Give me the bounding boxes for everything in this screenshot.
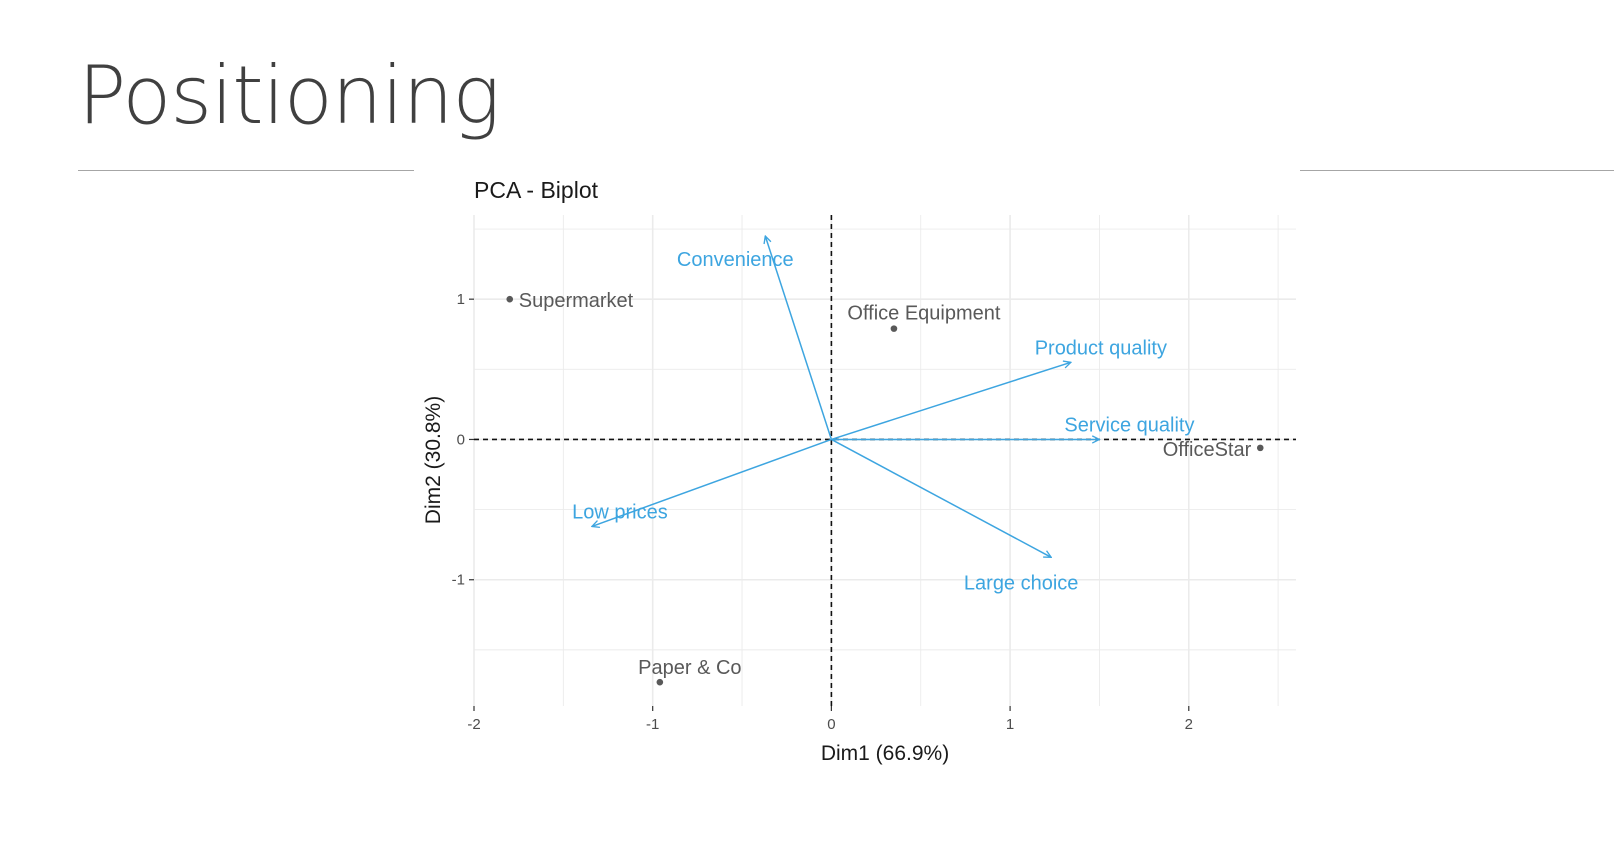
- y-tick-label: -1: [452, 572, 465, 589]
- vector-arrow: [831, 362, 1070, 441]
- vector-label: Low prices: [572, 501, 668, 523]
- x-tick-label: -1: [646, 716, 659, 733]
- title-divider-right: [1300, 170, 1614, 171]
- point-label: Paper & Co: [638, 657, 741, 679]
- chart-title: PCA - Biplot: [474, 177, 599, 203]
- zero-reference-lines: [474, 215, 1296, 706]
- x-tick-label: -2: [467, 716, 480, 733]
- point-marker: [656, 678, 664, 686]
- point-marker: [1256, 444, 1264, 452]
- vector-label: Product quality: [1035, 337, 1167, 359]
- y-tick-label: 0: [457, 431, 465, 448]
- x-tick-label: 1: [1006, 716, 1014, 733]
- individual-points: Supermarket Office Equipment OfficeStar Pap…: [506, 290, 1264, 686]
- vector-label: Service quality: [1064, 414, 1194, 436]
- x-tick-label: 0: [827, 716, 835, 733]
- vector-arrow: [831, 438, 1051, 557]
- point-label: OfficeStar: [1163, 439, 1252, 461]
- y-tick-label: 1: [457, 291, 465, 308]
- slide-title: Positioning: [78, 49, 500, 142]
- vector-arrow: [765, 236, 833, 440]
- point-label: Office Equipment: [847, 303, 1000, 325]
- x-tick-label: 2: [1185, 716, 1193, 733]
- variable-vectors: Convenience Product quality Service qualit…: [572, 236, 1194, 594]
- vector-arrow: [592, 438, 832, 526]
- y-axis-label: Dim2 (30.8%): [422, 396, 445, 524]
- title-divider-left: [78, 170, 414, 171]
- point-marker: [506, 295, 514, 303]
- point-marker: [890, 325, 898, 332]
- x-axis-label: Dim1 (66.9%): [821, 742, 949, 765]
- axis-layer: -2 -1 0 1 2 -1 0 1: [452, 291, 1193, 733]
- point-label: Supermarket: [519, 290, 634, 312]
- vector-label: Convenience: [677, 249, 794, 271]
- vector-label: Large choice: [964, 572, 1079, 594]
